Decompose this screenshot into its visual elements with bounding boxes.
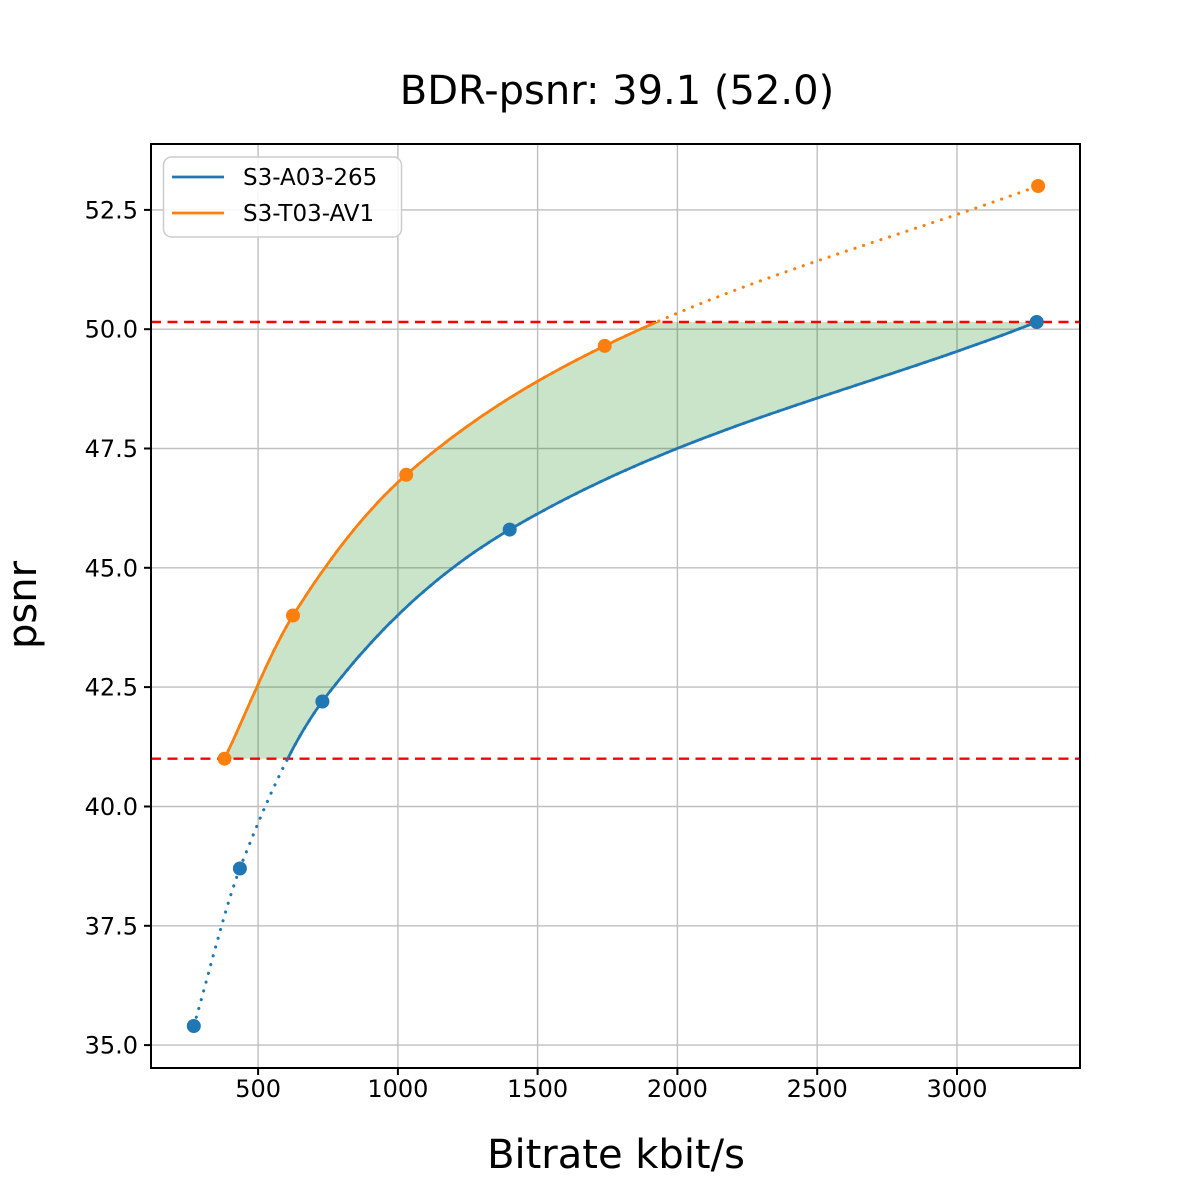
legend: S3-A03-265 S3-T03-AV1 <box>162 156 403 238</box>
y-tick-label-37.5: 37.5 <box>85 912 138 940</box>
tick-marks <box>144 208 958 1075</box>
data-points <box>186 179 1046 1033</box>
data-point-s3-a03-265-1 <box>232 861 247 876</box>
x-tick-label-2500: 2500 <box>787 1075 848 1103</box>
x-tick-label-2000: 2000 <box>647 1075 708 1103</box>
y-tick-label-45: 45.0 <box>85 554 138 582</box>
data-point-s3-a03-265-2 <box>315 694 330 709</box>
legend-label-s3-a03-265: S3-A03-265 <box>243 165 377 191</box>
y-tick-label-47.5: 47.5 <box>85 435 138 463</box>
data-point-s3-t03-av1-4 <box>1031 179 1046 193</box>
data-point-s3-t03-av1-1 <box>286 608 300 623</box>
axes-spines <box>150 143 1081 1069</box>
plot-border <box>150 143 1081 1069</box>
curve-solid-s3-a03-265 <box>286 320 1038 759</box>
tick-labels: 500 1000 1500 2000 2500 3000 35.0 37.5 40.0 42.5 4… <box>85 196 988 1103</box>
y-tick-label-52.5: 52.5 <box>85 196 138 224</box>
y-tick-label-35: 35.0 <box>85 1032 138 1060</box>
x-tick-label-1000: 1000 <box>367 1075 428 1103</box>
y-axis-label: psnr <box>0 560 46 649</box>
grid <box>151 144 1080 1068</box>
legend-label-s3-t03-av1: S3-T03-AV1 <box>243 201 374 227</box>
series-curves <box>192 184 1040 1028</box>
x-axis-label: Bitrate kbit/s <box>487 1132 745 1178</box>
overlap-boundary-lines <box>151 320 1080 760</box>
bd-overlap-fill <box>224 322 1037 759</box>
x-tick-label-500: 500 <box>235 1075 281 1103</box>
y-tick-label-42.5: 42.5 <box>85 674 138 702</box>
x-tick-label-3000: 3000 <box>926 1075 987 1103</box>
bd-overlap-region <box>224 322 1037 759</box>
chart-title: BDR-psnr: 39.1 (52.0) <box>400 68 834 114</box>
data-point-s3-a03-265-3 <box>502 522 517 537</box>
curve-solid-s3-t03-av1 <box>223 322 661 760</box>
data-point-s3-t03-av1-2 <box>399 467 414 482</box>
data-point-s3-t03-av1-0 <box>217 751 232 766</box>
data-point-s3-a03-265-0 <box>186 1019 201 1033</box>
data-point-s3-t03-av1-3 <box>597 338 612 353</box>
y-tick-label-50: 50.0 <box>85 316 138 344</box>
x-tick-label-1500: 1500 <box>507 1075 568 1103</box>
y-tick-label-40: 40.0 <box>85 793 138 821</box>
data-point-s3-a03-265-4 <box>1029 315 1044 329</box>
